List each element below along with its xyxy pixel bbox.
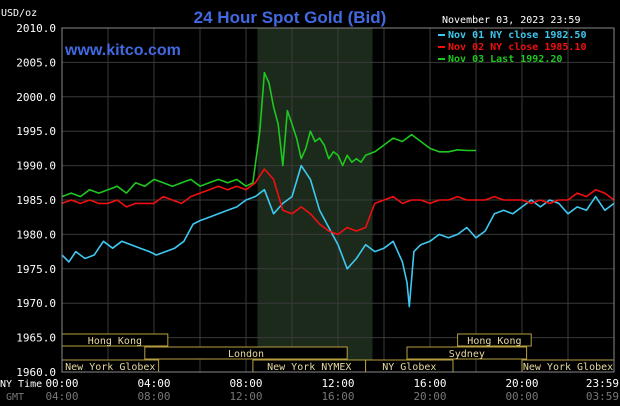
x-tick-label-gmt: 20:00 <box>413 390 446 403</box>
session-label: New York NYMEX <box>267 362 351 373</box>
session-bands: Hong Kong Hong Kong London Sydney New York G… <box>61 333 615 373</box>
series-line-2 <box>61 168 615 236</box>
x-tick-label-ny: 16:00 <box>413 377 446 390</box>
legend-entry: Nov 03 Last 1992.20 <box>448 54 562 65</box>
session-label: NY Globex <box>382 362 436 373</box>
series-line-3 <box>61 71 476 198</box>
y-tick-label: 2000.0 <box>16 91 56 104</box>
x-tick-label-ny: 00:00 <box>45 377 78 390</box>
legend-entry: Nov 02 NY close 1985.10 <box>448 42 586 53</box>
axis-layer: 2010.0 2005.0 2000.0 1995.0 1990.0 1985.0 1980… <box>16 22 619 403</box>
session-band <box>457 333 532 347</box>
y-tick-label: 1990.0 <box>16 160 56 173</box>
session-band <box>144 346 348 360</box>
x-tick-label-gmt: 03:59 <box>586 390 619 403</box>
session-label: Sydney <box>449 349 485 360</box>
x-tick-label-ny: 12:00 <box>321 377 354 390</box>
series-layer <box>61 71 615 308</box>
y-tick-label: 1965.0 <box>16 332 56 345</box>
y-tick-label: 1970.0 <box>16 297 56 310</box>
x-tick-label-gmt: 16:00 <box>321 390 354 403</box>
x-tick-label-ny: 04:00 <box>137 377 170 390</box>
series-line-1 <box>61 164 615 308</box>
x-tick-label-gmt: 00:00 <box>505 390 538 403</box>
x-tick-label-gmt: 04:00 <box>45 390 78 403</box>
y-tick-label: 1975.0 <box>16 263 56 276</box>
x-tick-label-ny: 20:00 <box>505 377 538 390</box>
session-label: Hong Kong <box>467 336 521 347</box>
y-tick-label: 2010.0 <box>16 22 56 35</box>
x-tick-label-gmt: 08:00 <box>137 390 170 403</box>
y-tick-label: 1960.0 <box>16 366 56 379</box>
x-tick-label-gmt: 12:00 <box>229 390 262 403</box>
currency-label: USD/oz <box>1 8 37 19</box>
session-label: Hong Kong <box>88 336 142 347</box>
y-tick-label: 1985.0 <box>16 194 56 207</box>
y-tick-label: 2005.0 <box>16 56 56 69</box>
legend-entry: Nov 01 NY close 1982.50 <box>448 30 586 41</box>
session-label: New York Globex <box>65 362 155 373</box>
y-tick-label: 1980.0 <box>16 228 56 241</box>
ny-time-label: NY Time <box>0 379 42 390</box>
session-band <box>406 346 528 360</box>
gmt-label: GMT <box>6 392 24 403</box>
y-tick-label: 1995.0 <box>16 125 56 138</box>
session-label: London <box>228 349 264 360</box>
plot-frame <box>61 27 615 373</box>
x-tick-label-ny: 23:59 <box>586 377 619 390</box>
watermark: www.kitco.com <box>64 42 181 59</box>
chart-title: 24 Hour Spot Gold (Bid) <box>194 8 387 27</box>
x-tick-label-ny: 08:00 <box>229 377 262 390</box>
date-label: November 03, 2023 23:59 <box>442 15 580 26</box>
session-label: New York Globex <box>523 362 613 373</box>
